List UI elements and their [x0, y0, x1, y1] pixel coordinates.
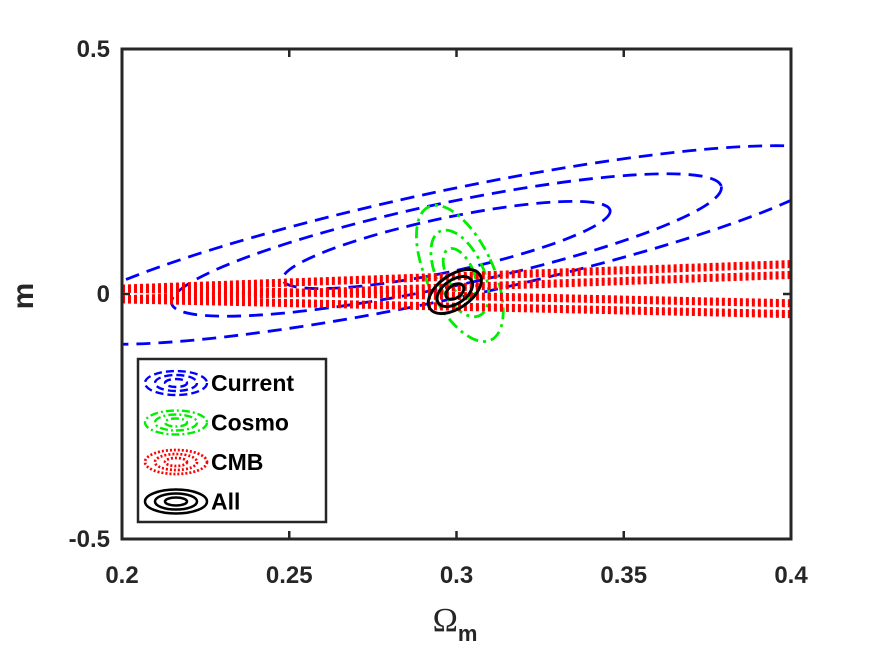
legend-swatch-current — [153, 373, 199, 393]
legend-swatch-cosmo — [143, 409, 209, 436]
legend-swatch-cosmo — [153, 413, 199, 432]
current-contour-1 — [281, 199, 612, 291]
legend-swatch-all — [153, 492, 199, 511]
all-contour-3 — [426, 268, 483, 316]
cosmo-contour-2 — [429, 228, 491, 319]
cosmo-contour-3 — [415, 203, 505, 343]
legend-swatch-cosmo — [163, 417, 189, 428]
series-layer — [122, 144, 791, 346]
legend-swatch-cmb — [143, 448, 209, 476]
y-tick-label: 0 — [97, 281, 110, 308]
legend-swatch-all — [163, 496, 189, 507]
legend-swatch-current — [163, 377, 189, 389]
legend: Current Cosmo CMB All — [136, 357, 328, 524]
legend-label-cmb: CMB — [211, 449, 263, 475]
current-contour-3 — [122, 144, 791, 346]
x-tick-label: 0.4 — [774, 562, 808, 589]
all-contour-2 — [435, 275, 475, 309]
y-tick-label: 0.5 — [77, 36, 110, 63]
x-axis-label-subscript: m — [458, 621, 478, 646]
legend-swatch-all — [143, 488, 209, 515]
x-tick-label: 0.2 — [105, 562, 138, 589]
legend-label-current: Current — [211, 370, 294, 396]
series-all — [426, 268, 483, 316]
legend-swatch-cmb — [163, 456, 189, 468]
x-tick-label: 0.3 — [440, 562, 473, 589]
y-axis-label: m — [7, 283, 40, 310]
legend-swatch-current — [143, 369, 209, 397]
x-axis-label: Ωm — [433, 602, 478, 646]
x-axis-label-main: Ω — [433, 602, 458, 639]
legend-entry-cosmo: Cosmo — [143, 409, 289, 436]
legend-label-all: All — [211, 489, 240, 515]
legend-label-cosmo: Cosmo — [211, 410, 289, 436]
all-contour-1 — [444, 282, 466, 301]
ticks-layer: 0.2 0.25 0.3 0.35 0.4 -0.5 0 0.5 — [69, 36, 809, 589]
legend-entry-cmb: CMB — [143, 448, 263, 476]
x-tick-label: 0.35 — [600, 562, 647, 589]
legend-swatch-cmb — [153, 452, 199, 472]
legend-entry-all: All — [143, 488, 240, 515]
legend-entry-current: Current — [143, 369, 294, 397]
y-tick-label: -0.5 — [69, 526, 110, 553]
x-tick-label: 0.25 — [266, 562, 313, 589]
